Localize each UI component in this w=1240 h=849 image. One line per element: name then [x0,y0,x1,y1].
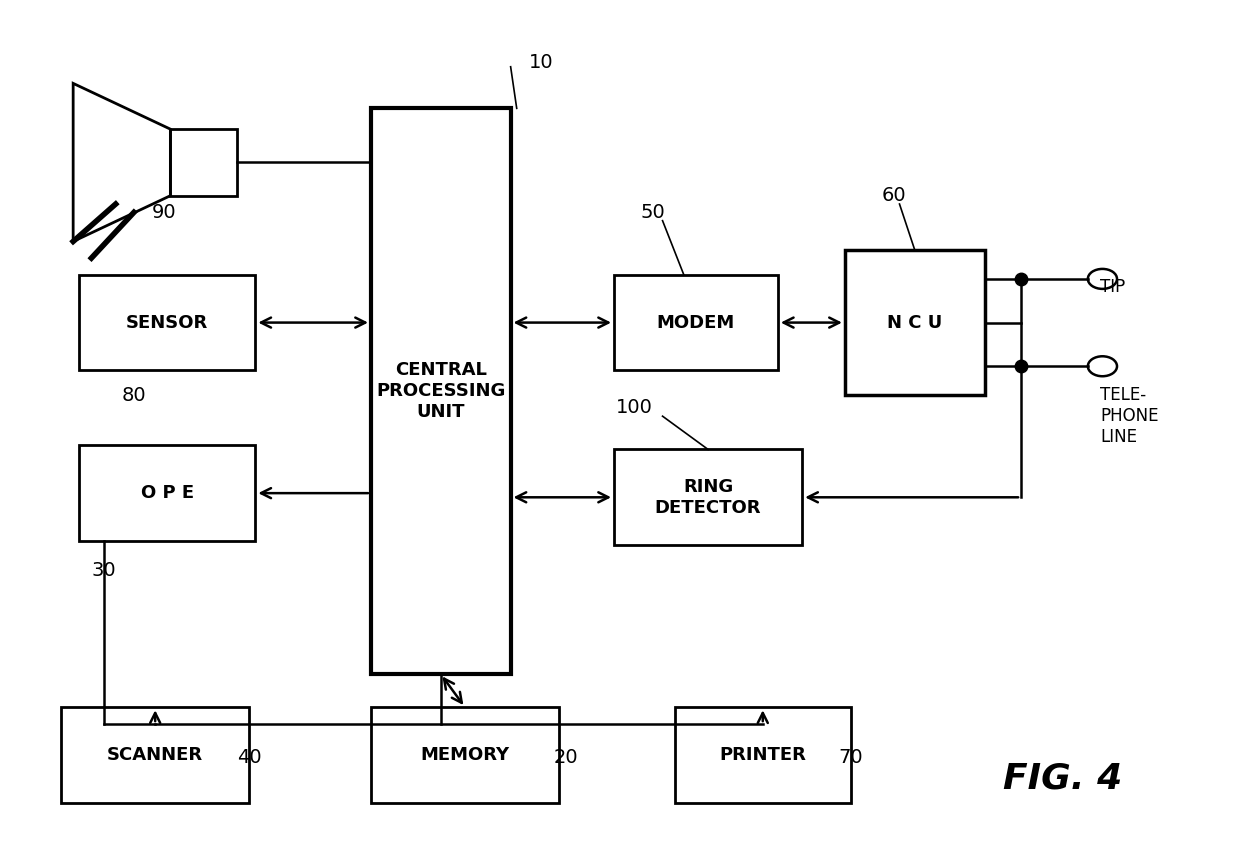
Text: RING
DETECTOR: RING DETECTOR [655,478,761,517]
Bar [675,707,851,803]
Text: 30: 30 [92,560,117,580]
Text: PRINTER: PRINTER [719,746,806,764]
Bar [614,275,777,370]
Text: SENSOR: SENSOR [126,313,208,332]
Text: TIP: TIP [1100,278,1125,296]
Bar [170,129,237,196]
Text: O P E: O P E [141,484,193,502]
Text: 20: 20 [553,748,578,767]
Text: 40: 40 [237,748,262,767]
Text: 50: 50 [641,203,666,222]
Text: 70: 70 [838,748,863,767]
Bar [79,445,255,541]
Text: 80: 80 [122,386,146,405]
Text: N C U: N C U [887,313,942,332]
Text: 100: 100 [616,398,653,418]
Text: CENTRAL
PROCESSING
UNIT: CENTRAL PROCESSING UNIT [376,362,506,421]
Text: FIG. 4: FIG. 4 [1003,761,1122,796]
Bar [61,707,249,803]
Bar [614,449,802,545]
Text: 90: 90 [153,203,177,222]
Text: SCANNER: SCANNER [107,746,203,764]
Text: TELE-
PHONE
LINE: TELE- PHONE LINE [1100,386,1158,446]
Text: MEMORY: MEMORY [420,746,510,764]
Bar [371,707,559,803]
Bar [844,250,985,396]
Bar [371,109,511,674]
Text: MODEM: MODEM [657,313,735,332]
Text: 60: 60 [882,186,906,205]
Bar [79,275,255,370]
Polygon shape [73,83,170,241]
Text: 10: 10 [528,53,553,72]
